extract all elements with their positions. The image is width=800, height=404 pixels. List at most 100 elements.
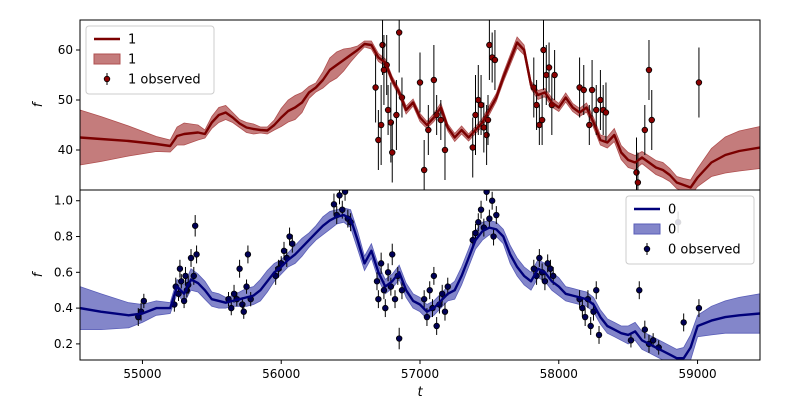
observed-point (641, 326, 649, 333)
observed-point (398, 287, 406, 294)
observed-point (433, 322, 440, 330)
y-tick-label: 0.2 (54, 337, 73, 351)
observed-point (244, 251, 252, 258)
y-tick-label: 1.0 (54, 194, 73, 208)
observed-point (373, 278, 381, 285)
observed-point (420, 166, 428, 174)
observed-point (538, 116, 546, 124)
observed-point (533, 101, 540, 109)
legend-marker-swatch (103, 73, 111, 85)
plot-area (80, 190, 760, 360)
observed-point (240, 308, 247, 315)
observed-point (391, 295, 399, 303)
observed-point (375, 136, 382, 144)
observed-point (140, 297, 148, 305)
confidence-band (80, 36, 760, 190)
observed-point (426, 287, 433, 294)
observed-point (477, 101, 485, 109)
observed-point (472, 229, 479, 237)
x-tick-label: 55000 (123, 367, 161, 381)
observed-point (425, 126, 432, 134)
observed-point (602, 109, 610, 116)
observed-point (483, 190, 490, 195)
y-tick-label: 60 (58, 43, 73, 57)
observed-point (595, 331, 603, 339)
observed-point (372, 84, 379, 91)
observed-point (597, 96, 604, 104)
observed-point (486, 215, 493, 222)
observed-point (236, 265, 243, 272)
observed-point (551, 71, 558, 79)
observed-point (395, 335, 403, 342)
observed-point (423, 313, 431, 321)
observed-point (280, 247, 288, 255)
observed-point (191, 222, 199, 229)
x-tick-label: 59000 (678, 367, 716, 381)
legend-label: 1 observed (128, 73, 201, 88)
observed-point (645, 66, 653, 74)
observed-point (480, 124, 488, 131)
observed-point (593, 287, 600, 294)
x-axis-label: t (417, 385, 423, 400)
observed-point (430, 272, 438, 280)
y-tick-label: 0.4 (54, 301, 73, 315)
observed-point (636, 287, 643, 294)
observed-point (536, 254, 543, 262)
x-tick-label: 56000 (262, 367, 300, 381)
observed-point (190, 272, 197, 280)
legend-label: 0 observed (668, 243, 741, 258)
legend-label: 0 (668, 203, 676, 218)
observed-point (193, 251, 200, 258)
observed-point (230, 290, 238, 297)
observed-point (477, 206, 485, 213)
observed-point (543, 71, 550, 79)
model-line (80, 41, 760, 189)
x-tick-label: 57000 (401, 367, 439, 381)
legend-label: 1 (128, 53, 136, 68)
legend-marker-swatch (643, 243, 651, 255)
observed-point (695, 304, 703, 312)
observed-point (377, 121, 385, 129)
observed-point (695, 79, 703, 86)
observed-point (187, 254, 195, 262)
x-tick-label: 58000 (540, 367, 578, 381)
y-axis-label: f (31, 270, 46, 277)
observed-point (380, 287, 388, 294)
observed-point (634, 179, 642, 186)
observed-point (488, 197, 496, 204)
observed-point (330, 201, 338, 208)
y-tick-label: 40 (58, 143, 73, 157)
observed-point (580, 86, 587, 94)
observed-point (483, 131, 490, 139)
observed-point (389, 149, 396, 156)
observed-point (547, 265, 554, 272)
observed-point (336, 192, 343, 199)
observed-point (540, 46, 547, 54)
observed-point (586, 121, 593, 129)
observed-point (387, 119, 395, 126)
observed-point (633, 169, 640, 176)
observed-point (384, 106, 392, 114)
observed-point (587, 322, 594, 330)
observed-point (416, 79, 424, 86)
observed-point (444, 283, 451, 290)
observed-point (490, 233, 497, 240)
observed-point (375, 295, 382, 303)
observed-point (648, 116, 655, 124)
observed-point (379, 41, 386, 49)
observed-point (286, 233, 293, 240)
observed-point (627, 337, 635, 344)
model-line (80, 213, 760, 360)
observed-point (484, 116, 492, 124)
observed-point (182, 272, 189, 280)
observed-point (180, 297, 188, 305)
observed-point (579, 304, 586, 312)
observed-point (437, 116, 445, 124)
observed-point (680, 319, 687, 326)
legend-band-swatch (93, 53, 121, 65)
y-axis-label: f (31, 100, 46, 107)
observed-point (395, 29, 403, 36)
observed-point (545, 64, 553, 71)
observed-point (439, 290, 446, 297)
